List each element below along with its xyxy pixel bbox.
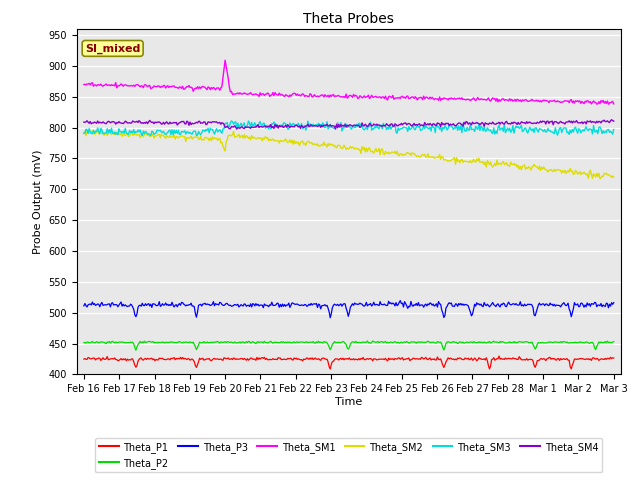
Theta_P1	[336, 356, 344, 362]
Theta_P2	[336, 340, 344, 346]
Theta_SM1	[336, 94, 344, 99]
Theta_SM2	[596, 176, 604, 181]
Y-axis label: Probe Output (mV): Probe Output (mV)	[33, 149, 43, 254]
Theta_SM2	[83, 127, 91, 132]
Legend: Theta_P1, Theta_P2, Theta_P3, Theta_SM1, Theta_SM2, Theta_SM3, Theta_SM4: Theta_P1, Theta_P2, Theta_P3, Theta_SM1,…	[95, 438, 602, 472]
Theta_SM2	[515, 166, 523, 172]
Theta_SM4	[333, 121, 340, 127]
Theta_P2	[610, 339, 618, 345]
Theta_P2	[333, 339, 340, 345]
Theta_SM1	[610, 101, 618, 107]
Line: Theta_P1: Theta_P1	[84, 356, 614, 369]
Theta_P3	[336, 302, 344, 308]
Theta_P2	[80, 340, 88, 346]
Theta_P3	[516, 299, 524, 305]
Line: Theta_SM4: Theta_SM4	[84, 120, 614, 129]
Theta_P1	[599, 357, 607, 362]
Theta_SM2	[333, 145, 340, 151]
Theta_SM3	[80, 131, 88, 136]
Theta_SM3	[516, 125, 524, 131]
Theta_SM1	[333, 93, 340, 99]
Theta_P1	[326, 366, 334, 372]
Theta_SM3	[610, 127, 618, 132]
Theta_P1	[610, 355, 618, 361]
Theta_P1	[333, 356, 340, 362]
X-axis label: Time: Time	[335, 397, 362, 407]
Theta_SM4	[610, 118, 618, 124]
Theta_SM3	[397, 126, 405, 132]
Theta_SM2	[336, 143, 344, 148]
Line: Theta_SM3: Theta_SM3	[84, 121, 614, 135]
Theta_P1	[368, 356, 376, 362]
Theta_SM1	[515, 98, 523, 104]
Line: Theta_P3: Theta_P3	[84, 300, 614, 318]
Theta_P1	[516, 355, 524, 361]
Theta_SM1	[368, 93, 376, 98]
Theta_P2	[368, 340, 376, 346]
Theta_P1	[396, 356, 404, 362]
Theta_P3	[396, 298, 404, 303]
Theta_SM4	[608, 117, 616, 122]
Theta_SM4	[515, 121, 523, 127]
Theta_SM1	[605, 101, 612, 107]
Theta_P3	[397, 300, 405, 306]
Theta_SM4	[336, 124, 344, 130]
Theta_SM3	[228, 118, 236, 124]
Theta_SM3	[138, 132, 146, 138]
Theta_SM2	[80, 129, 88, 135]
Theta_SM4	[332, 126, 339, 132]
Line: Theta_SM1: Theta_SM1	[84, 60, 614, 104]
Theta_SM2	[396, 151, 404, 156]
Theta_SM2	[368, 149, 376, 155]
Theta_SM1	[598, 99, 606, 105]
Theta_SM4	[80, 119, 88, 125]
Theta_SM2	[599, 174, 607, 180]
Line: Theta_SM2: Theta_SM2	[84, 130, 614, 179]
Theta_P3	[368, 303, 376, 309]
Theta_SM4	[368, 123, 376, 129]
Theta_SM3	[337, 120, 345, 125]
Text: SI_mixed: SI_mixed	[85, 43, 140, 54]
Line: Theta_P2: Theta_P2	[84, 341, 614, 350]
Theta_P3	[599, 302, 607, 308]
Theta_SM1	[221, 57, 229, 63]
Theta_SM3	[599, 128, 607, 134]
Theta_P2	[397, 339, 405, 345]
Theta_SM3	[334, 120, 342, 126]
Theta_SM1	[80, 82, 88, 87]
Theta_P3	[80, 303, 88, 309]
Title: Theta Probes: Theta Probes	[303, 12, 394, 26]
Theta_SM4	[396, 122, 404, 128]
Theta_SM1	[396, 96, 404, 101]
Theta_SM3	[369, 126, 376, 132]
Theta_P2	[369, 338, 376, 344]
Theta_P2	[599, 339, 607, 345]
Theta_P2	[132, 348, 140, 353]
Theta_P3	[333, 302, 340, 308]
Theta_P1	[80, 356, 88, 362]
Theta_P1	[495, 353, 503, 359]
Theta_P3	[326, 315, 334, 321]
Theta_P2	[516, 339, 524, 345]
Theta_SM2	[610, 174, 618, 180]
Theta_P3	[610, 300, 618, 306]
Theta_SM4	[598, 118, 606, 124]
